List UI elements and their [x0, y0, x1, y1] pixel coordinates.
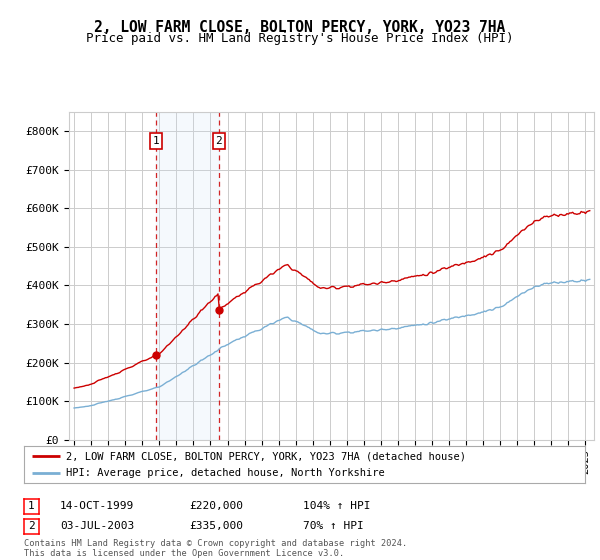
Text: £335,000: £335,000 [189, 521, 243, 531]
Text: £220,000: £220,000 [189, 501, 243, 511]
Text: 2, LOW FARM CLOSE, BOLTON PERCY, YORK, YO23 7HA (detached house): 2, LOW FARM CLOSE, BOLTON PERCY, YORK, Y… [66, 451, 466, 461]
Bar [156, 112, 219, 440]
Text: 03-JUL-2003: 03-JUL-2003 [60, 521, 134, 531]
Text: 70% ↑ HPI: 70% ↑ HPI [303, 521, 364, 531]
Text: HPI: Average price, detached house, North Yorkshire: HPI: Average price, detached house, Nort… [66, 468, 385, 478]
Text: 1: 1 [28, 501, 35, 511]
Text: 2, LOW FARM CLOSE, BOLTON PERCY, YORK, YO23 7HA: 2, LOW FARM CLOSE, BOLTON PERCY, YORK, Y… [94, 20, 506, 35]
Text: 14-OCT-1999: 14-OCT-1999 [60, 501, 134, 511]
Text: 1: 1 [152, 136, 159, 146]
Text: 104% ↑ HPI: 104% ↑ HPI [303, 501, 371, 511]
Text: 2: 2 [28, 521, 35, 531]
Text: Price paid vs. HM Land Registry's House Price Index (HPI): Price paid vs. HM Land Registry's House … [86, 32, 514, 45]
Text: Contains HM Land Registry data © Crown copyright and database right 2024.
This d: Contains HM Land Registry data © Crown c… [24, 539, 407, 558]
Text: 2: 2 [215, 136, 223, 146]
